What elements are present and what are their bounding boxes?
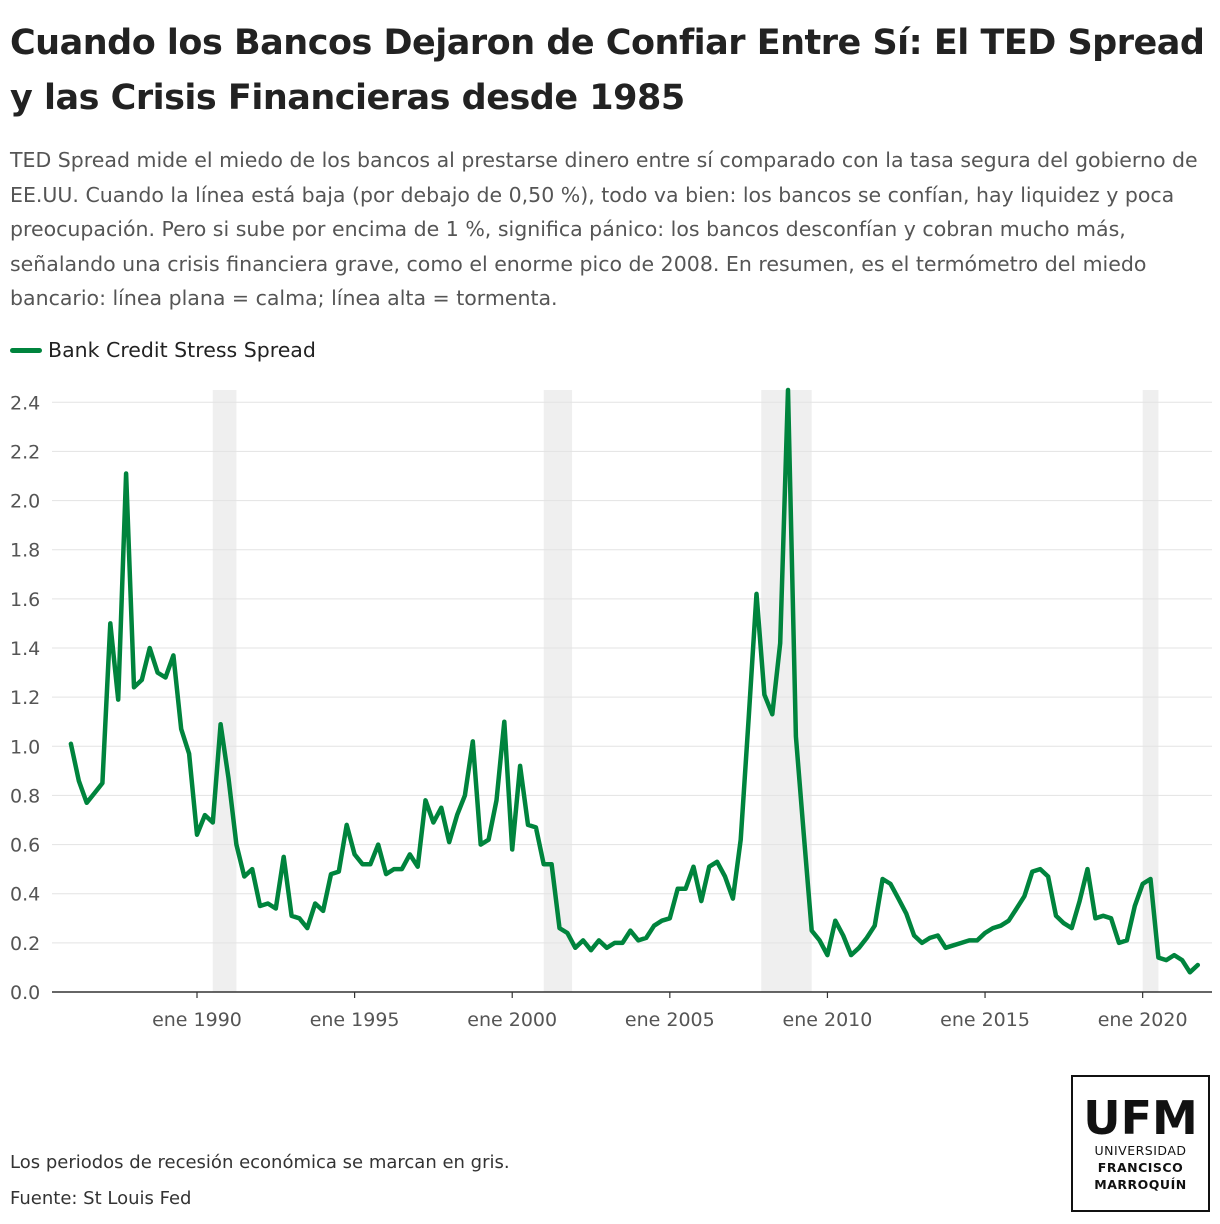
source-note: Fuente: St Louis Fed bbox=[10, 1188, 192, 1209]
y-tick-label: 1.0 bbox=[10, 736, 40, 758]
y-tick-label: 2.2 bbox=[10, 441, 40, 463]
ufm-logo: UFM UNIVERSIDAD FRANCISCO MARROQUÍN bbox=[1071, 1075, 1210, 1212]
y-tick-label: 2.0 bbox=[10, 491, 40, 513]
x-tick-label: ene 2005 bbox=[625, 1009, 715, 1031]
recession-band bbox=[543, 390, 573, 992]
y-tick-label: 0.0 bbox=[10, 982, 40, 1004]
y-tick-label: 0.6 bbox=[10, 835, 40, 857]
chart-title: Cuando los Bancos Dejaron de Confiar Ent… bbox=[10, 23, 1205, 118]
line-chart: 0.0 0.2 0.4 0.6 0.8 1.0 1.2 1.4 1.6 1.8 2.0 2.2 2.4 e… bbox=[10, 387, 1212, 1031]
logo-line-2: FRANCISCO bbox=[1097, 1160, 1184, 1175]
recession-band bbox=[212, 390, 237, 992]
chart-subtitle: TED Spread mide el miedo de los bancos a… bbox=[10, 148, 1198, 310]
y-tick-label: 2.4 bbox=[10, 392, 40, 414]
legend-swatch bbox=[10, 347, 42, 353]
x-tick-label: ene 2015 bbox=[940, 1009, 1030, 1031]
y-tick-label: 0.4 bbox=[10, 884, 40, 906]
y-tick-label: 1.8 bbox=[10, 540, 40, 562]
x-tick-label: ene 1990 bbox=[152, 1009, 242, 1031]
x-tick-label: ene 2000 bbox=[467, 1009, 557, 1031]
y-tick-label: 0.2 bbox=[10, 933, 40, 955]
data-points bbox=[69, 388, 1200, 974]
y-tick-label: 1.6 bbox=[10, 589, 40, 611]
x-tick-label: ene 2020 bbox=[1098, 1009, 1188, 1031]
recession-band bbox=[1142, 390, 1159, 992]
recession-note: Los periodos de recesión económica se ma… bbox=[10, 1152, 510, 1173]
y-tick-label: 1.2 bbox=[10, 687, 40, 709]
y-tick-label: 0.8 bbox=[10, 785, 40, 807]
logo-line-1: UNIVERSIDAD bbox=[1094, 1143, 1187, 1158]
logo-mark: UFM bbox=[1083, 1091, 1198, 1145]
x-tick-label: ene 2010 bbox=[783, 1009, 873, 1031]
logo-line-3: MARROQUÍN bbox=[1094, 1177, 1187, 1192]
series-line bbox=[68, 387, 1201, 975]
legend: Bank Credit Stress Spread bbox=[10, 336, 316, 364]
legend-label: Bank Credit Stress Spread bbox=[48, 338, 316, 362]
x-tick-label: ene 1995 bbox=[310, 1009, 400, 1031]
y-tick-label: 1.4 bbox=[10, 638, 40, 660]
